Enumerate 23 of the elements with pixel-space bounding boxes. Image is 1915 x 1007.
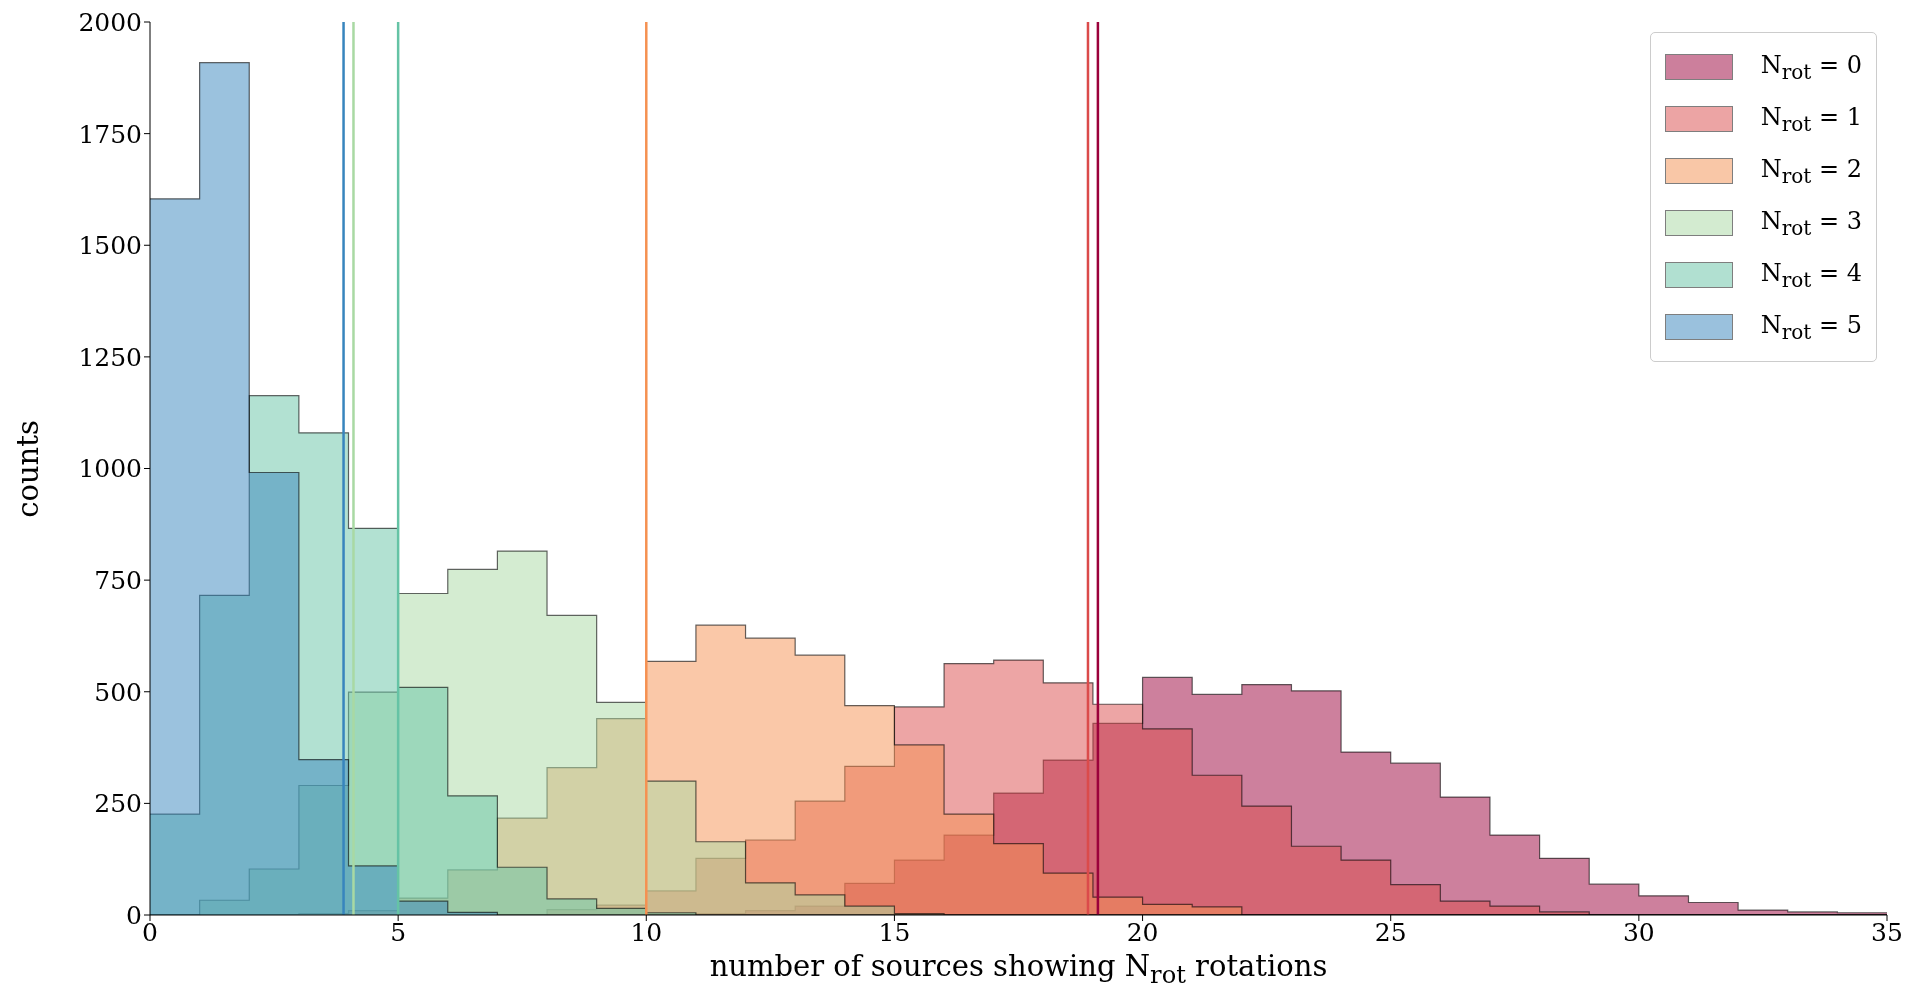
y-tick-label: 2000: [78, 7, 142, 37]
y-tick-label: 1250: [78, 342, 142, 372]
legend-label: N$_{rot}$ = 3: [1760, 206, 1862, 240]
x-tick-label: 5: [390, 917, 407, 947]
legend-label: N$_{rot}$ = 0: [1760, 50, 1862, 84]
legend-label: N$_{rot}$ = 5: [1760, 310, 1862, 344]
x-tick-label: 15: [878, 917, 911, 947]
y-tick-label: 1500: [78, 231, 142, 261]
x-axis-title: number of sources showing N$_{rot}$ rotations: [708, 949, 1329, 989]
x-tick-label: 30: [1622, 917, 1655, 947]
y-axis-title: counts: [11, 419, 45, 518]
legend-label: N$_{rot}$ = 1: [1760, 102, 1862, 136]
x-tick-label: 20: [1126, 917, 1159, 947]
y-tick-label: 1000: [78, 454, 142, 484]
y-tick-label: 500: [94, 677, 142, 707]
y-tick-label: 1750: [78, 119, 142, 149]
x-tick-label: 25: [1374, 917, 1407, 947]
y-tick-label: 750: [94, 566, 142, 595]
y-tick-label: 250: [94, 789, 142, 819]
x-tick-label: 35: [1871, 917, 1903, 947]
x-tick-label: 10: [630, 917, 663, 947]
legend-label: N$_{rot}$ = 4: [1760, 258, 1862, 292]
legend-label: N$_{rot}$ = 2: [1760, 154, 1862, 188]
